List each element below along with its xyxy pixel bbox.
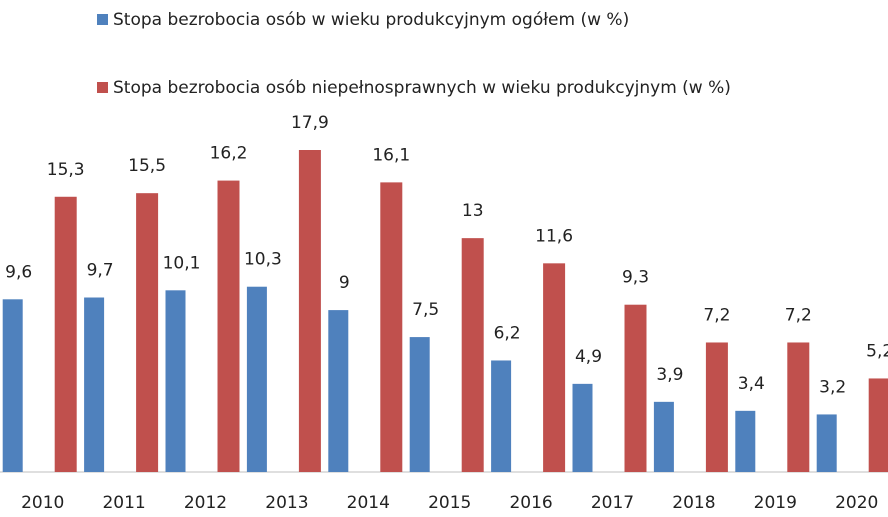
x-tick-label: 2013: [265, 493, 308, 513]
data-label: 16,1: [372, 145, 410, 165]
bar: [246, 286, 267, 472]
data-label: 7,2: [703, 305, 730, 325]
x-tick-label: 2016: [509, 493, 552, 513]
x-tick-label: 2011: [102, 493, 145, 513]
bar: [653, 401, 674, 472]
data-label: 9,7: [87, 261, 114, 281]
x-tick-label: 2019: [754, 493, 797, 513]
bar: [868, 378, 888, 472]
x-tick-label: 2015: [428, 493, 471, 513]
bar: [705, 342, 728, 472]
bar: [543, 263, 566, 472]
bar: [2, 299, 23, 472]
data-label: 15,5: [128, 156, 166, 176]
bar: [380, 182, 403, 472]
x-tick-label: 2017: [591, 493, 634, 513]
data-label: 10,1: [163, 253, 201, 273]
bar: [298, 150, 321, 472]
x-tick-label: 2012: [184, 493, 227, 513]
data-label: 10,3: [244, 250, 282, 270]
data-label: 4,9: [575, 347, 602, 367]
bar: [572, 383, 593, 472]
bar: [165, 290, 186, 472]
bar: [787, 342, 810, 472]
data-label: 15,3: [47, 160, 85, 180]
data-label: 3,4: [738, 374, 765, 394]
bar: [735, 410, 756, 472]
data-label: 5,2: [866, 341, 888, 361]
bar: [461, 238, 484, 472]
legend-label: Stopa bezrobocia osób niepełnosprawnych …: [113, 78, 731, 98]
bar: [624, 304, 647, 472]
x-tick-label: 2020: [835, 493, 878, 513]
bar: [816, 414, 837, 472]
bar: [491, 360, 512, 472]
data-label: 7,5: [412, 300, 439, 320]
data-label: 9,3: [622, 268, 649, 288]
bar: [84, 297, 105, 472]
data-label: 17,9: [291, 113, 329, 133]
bar: [217, 180, 240, 473]
bar: [136, 193, 159, 472]
data-label: 3,9: [656, 365, 683, 385]
bar: [328, 310, 349, 472]
bar: [54, 196, 77, 473]
data-label: 6,2: [494, 323, 521, 343]
x-tick-label: 2014: [347, 493, 390, 513]
data-label: 3,2: [819, 377, 846, 397]
bar: [409, 337, 430, 472]
data-label: 16,2: [210, 144, 248, 164]
legend-swatch: [97, 82, 108, 93]
data-label: 11,6: [535, 226, 573, 246]
data-label: 9: [339, 273, 350, 293]
x-tick-label: 2010: [21, 493, 64, 513]
legend-label: Stopa bezrobocia osób w wieku produkcyjn…: [113, 10, 629, 30]
data-label: 13: [462, 201, 484, 221]
legend-swatch: [97, 14, 108, 25]
x-tick-label: 2018: [672, 493, 715, 513]
data-label: 9,6: [5, 262, 32, 282]
data-label: 7,2: [785, 305, 812, 325]
